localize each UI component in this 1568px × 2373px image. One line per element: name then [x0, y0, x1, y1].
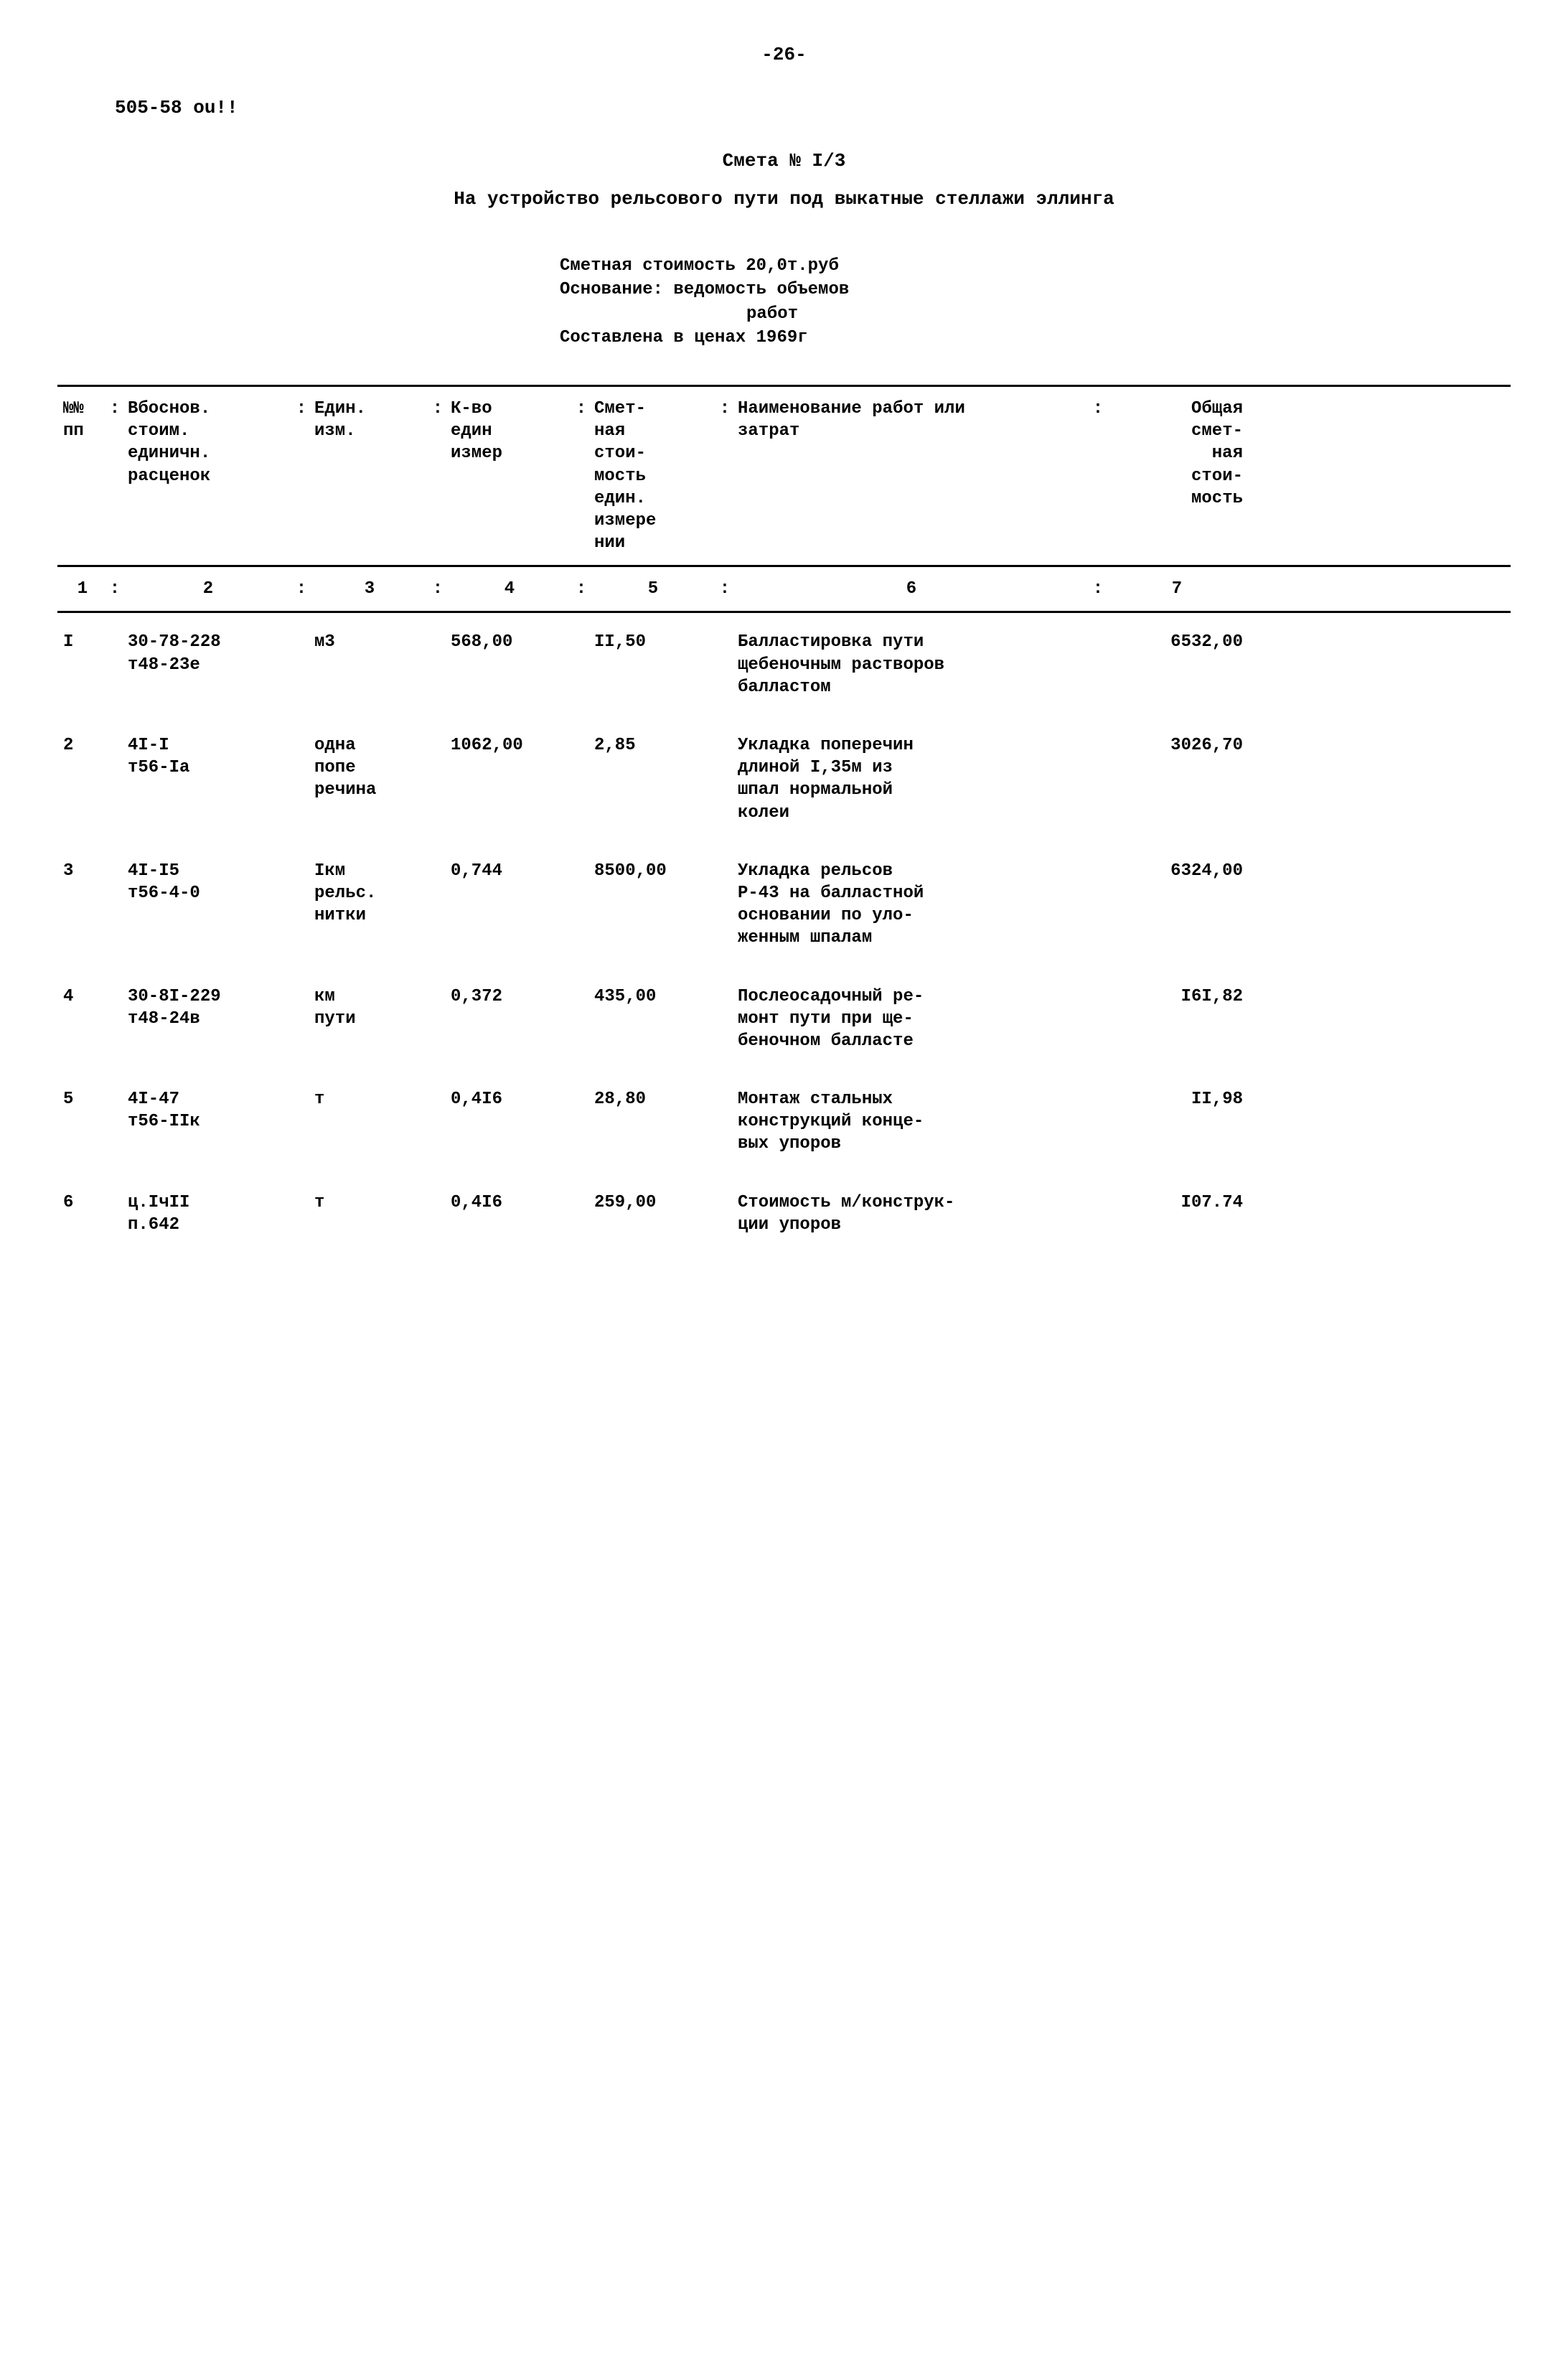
cell-rate: 28,80 — [588, 1088, 718, 1110]
cell-total: 6324,00 — [1105, 860, 1249, 882]
cell-total: I6I,82 — [1105, 986, 1249, 1008]
separator-colon: : — [431, 398, 445, 420]
separator-colon: : — [294, 578, 309, 600]
separator-colon: : — [574, 578, 588, 600]
header-col-unit: Един. изм. — [309, 398, 431, 442]
colnum-1: 1 — [57, 578, 108, 600]
table-body: I 30-78-228 т48-23е м3 568,00 II,50 Балластир… — [57, 613, 1511, 1254]
cell-code: 4I-I т56-Iа — [122, 734, 294, 779]
cell-qty: 1062,00 — [445, 734, 574, 757]
cell-desc: Стоимость м/конструк- ции упоров — [732, 1192, 1091, 1236]
cell-code: ц.IчII п.642 — [122, 1192, 294, 1236]
cell-unit: км пути — [309, 986, 431, 1030]
meta-cost: Сметная стоимость 20,0т.руб — [560, 255, 1511, 277]
table-row: 2 4I-I т56-Iа одна попе речина 1062,00 2,85 У… — [57, 716, 1511, 842]
cell-num: 4 — [57, 986, 108, 1008]
separator-colon: : — [718, 398, 732, 420]
header-col-desc: Наименование работ или затрат — [732, 398, 1091, 442]
cell-rate: 435,00 — [588, 986, 718, 1008]
meta-basis-cont: работ — [746, 303, 1511, 325]
cell-num: 3 — [57, 860, 108, 882]
cell-num: 6 — [57, 1192, 108, 1214]
colnum-3: 3 — [309, 578, 431, 600]
separator-colon: : — [574, 398, 588, 420]
table-row: 4 30-8I-229 т48-24в км пути 0,372 435,00 Посл… — [57, 968, 1511, 1071]
separator-colon: : — [1091, 398, 1105, 420]
meta-basis: Основание: ведомость объемов — [560, 279, 1511, 301]
cell-total: I07.74 — [1105, 1192, 1249, 1214]
cell-desc: Монтаж стальных конструкций конце- вых у… — [732, 1088, 1091, 1156]
cell-rate: II,50 — [588, 631, 718, 653]
table-row: 6 ц.IчII п.642 т 0,4I6 259,00 Стоимость м/кон… — [57, 1174, 1511, 1254]
meta-year: Составлена в ценах 1969г — [560, 327, 1511, 349]
cell-code: 30-78-228 т48-23е — [122, 631, 294, 675]
colnum-2: 2 — [122, 578, 294, 600]
cell-qty: 0,4I6 — [445, 1192, 574, 1214]
cell-desc: Послеосадочный ре- монт пути при ще- бен… — [732, 986, 1091, 1053]
separator-colon: : — [108, 578, 122, 600]
cell-num: 2 — [57, 734, 108, 757]
header-col-total: Общая смет- ная стои- мость — [1105, 398, 1249, 510]
cell-num: I — [57, 631, 108, 653]
cell-qty: 0,4I6 — [445, 1088, 574, 1110]
cell-total: 6532,00 — [1105, 631, 1249, 653]
table-row: 3 4I-I5 т56-4-0 Iкм рельс. нитки 0,744 8500,… — [57, 842, 1511, 968]
document-subtitle: На устройство рельсового пути под выкатн… — [57, 187, 1511, 212]
cell-desc: Укладка поперечин длиной I,35м из шпал н… — [732, 734, 1091, 824]
table-row: 5 4I-47 т56-IIк т 0,4I6 28,80 Монтаж стальных… — [57, 1070, 1511, 1174]
cell-unit: одна попе речина — [309, 734, 431, 802]
cell-unit: м3 — [309, 631, 431, 653]
separator-colon: : — [431, 578, 445, 600]
cell-unit: т — [309, 1192, 431, 1214]
colnum-6: 6 — [732, 578, 1091, 600]
cell-qty: 0,372 — [445, 986, 574, 1008]
separator-colon: : — [1091, 578, 1105, 600]
cell-rate: 2,85 — [588, 734, 718, 757]
cell-code: 4I-I5 т56-4-0 — [122, 860, 294, 904]
header-col-code: Вбоснов. стоим. единичн. расценок — [122, 398, 294, 487]
cell-code: 30-8I-229 т48-24в — [122, 986, 294, 1030]
table-header-row: №№ пп : Вбоснов. стоим. единичн. расцено… — [57, 385, 1511, 567]
header-col-rate: Смет- ная стои- мость един. измере нии — [588, 398, 718, 554]
colnum-4: 4 — [445, 578, 574, 600]
separator-colon: : — [108, 398, 122, 420]
document-title: Смета № I/3 — [57, 149, 1511, 174]
estimate-table: №№ пп : Вбоснов. стоим. единичн. расцено… — [57, 385, 1511, 1254]
cell-total: 3026,70 — [1105, 734, 1249, 757]
cell-qty: 568,00 — [445, 631, 574, 653]
header-col-num: №№ пп — [57, 398, 108, 442]
page-number: -26- — [57, 43, 1511, 67]
separator-colon: : — [718, 578, 732, 600]
document-code: 505-58 ou!! — [115, 96, 1511, 121]
separator-colon: : — [294, 398, 309, 420]
table-numbering-row: 1 : 2 : 3 : 4 : 5 : 6 : 7 — [57, 567, 1511, 613]
cell-desc: Балластировка пути щебеночным растворов … — [732, 631, 1091, 698]
cell-unit: т — [309, 1088, 431, 1110]
cell-rate: 259,00 — [588, 1192, 718, 1214]
cell-num: 5 — [57, 1088, 108, 1110]
cell-desc: Укладка рельсов Р-43 на балластной основ… — [732, 860, 1091, 950]
table-row: I 30-78-228 т48-23е м3 568,00 II,50 Балластир… — [57, 613, 1511, 716]
meta-block: Сметная стоимость 20,0т.руб Основание: в… — [560, 255, 1511, 349]
cell-code: 4I-47 т56-IIк — [122, 1088, 294, 1133]
cell-rate: 8500,00 — [588, 860, 718, 882]
colnum-7: 7 — [1105, 578, 1249, 600]
cell-unit: Iкм рельс. нитки — [309, 860, 431, 927]
header-col-qty: К-во един измер — [445, 398, 574, 465]
cell-qty: 0,744 — [445, 860, 574, 882]
colnum-5: 5 — [588, 578, 718, 600]
cell-total: II,98 — [1105, 1088, 1249, 1110]
